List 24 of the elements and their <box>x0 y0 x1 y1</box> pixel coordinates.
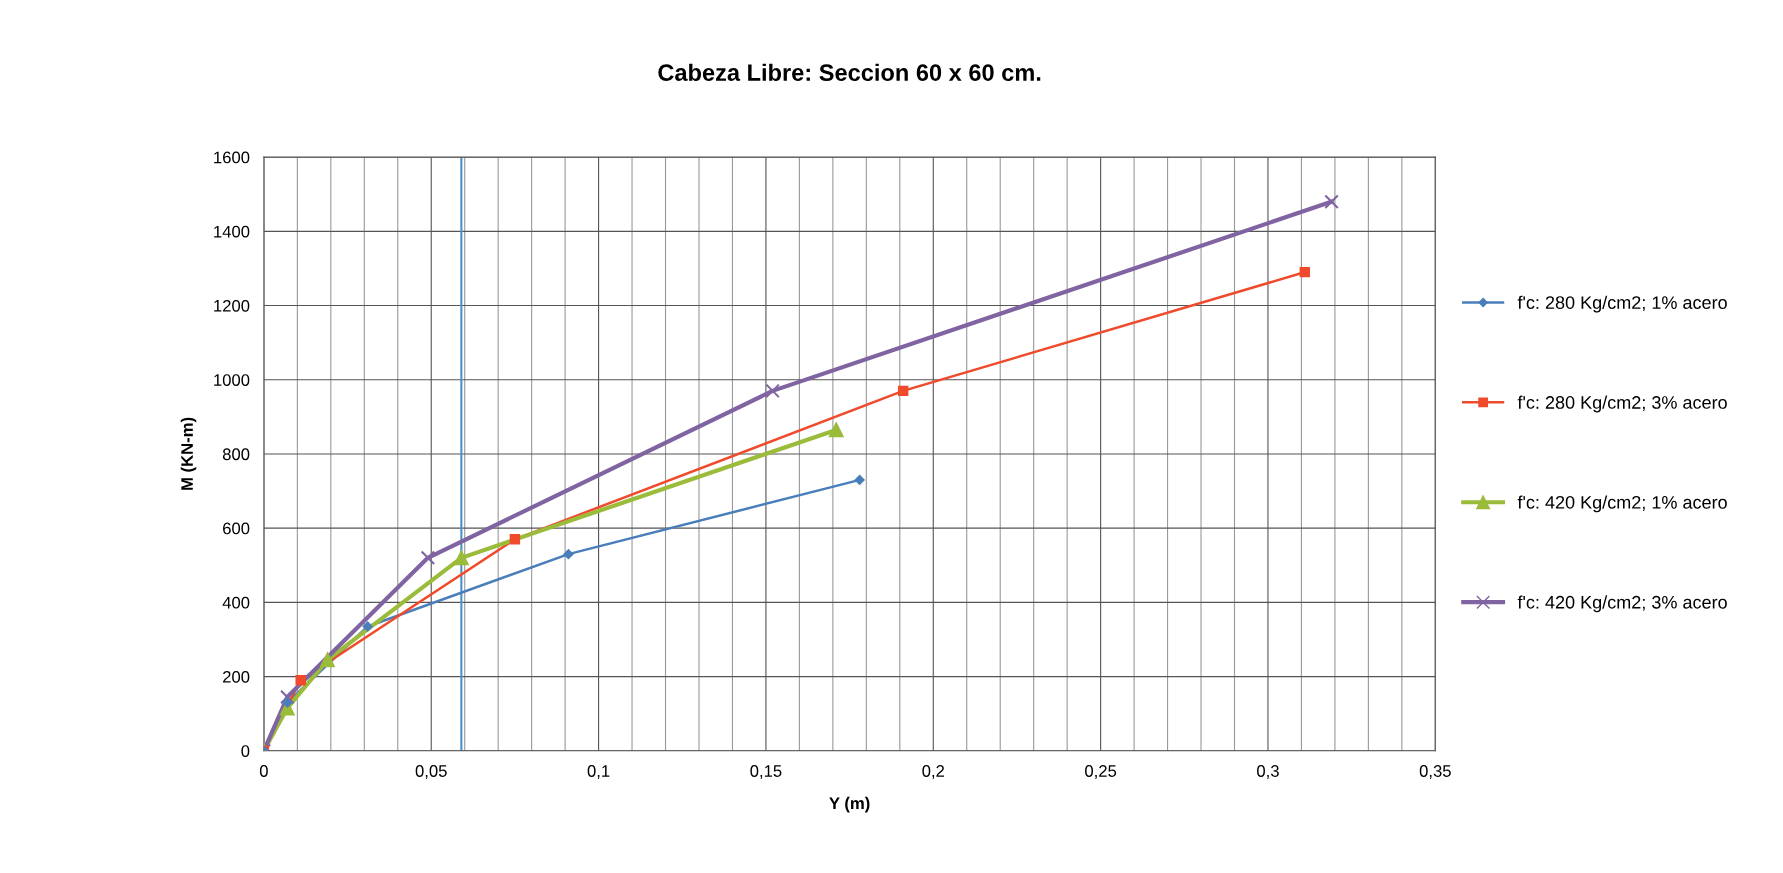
y-tick-label: 400 <box>222 596 250 609</box>
y-tick-label: 1000 <box>214 374 250 386</box>
y-tick-label: 1600 <box>214 151 250 164</box>
x-tick-label: 0,2 <box>922 765 945 779</box>
x-tick-label: 0,15 <box>750 765 782 779</box>
y-tick-label: 1400 <box>214 225 250 238</box>
legend-label: f'c: 420 Kg/cm2; 1% acero <box>1517 495 1727 513</box>
x-tick-label: 0,1 <box>587 765 610 779</box>
y-tick-label: 600 <box>223 522 250 535</box>
y-tick-label: 1200 <box>214 299 250 312</box>
legend-label: f'c: 420 Kg/cm2; 3% acero <box>1517 595 1727 613</box>
legend-label: f'c: 280 Kg/cm2; 1% acero <box>1517 295 1727 313</box>
x-tick-label: 0 <box>259 765 268 777</box>
x-axis-title: Y (m) <box>829 796 870 813</box>
x-tick-label: 0,3 <box>1257 765 1279 779</box>
y-tick-label: 800 <box>222 448 250 461</box>
y-tick-label: 0 <box>241 745 250 757</box>
y-axis-title: M (KN-m) <box>180 417 197 490</box>
x-tick-label: 0,35 <box>1419 765 1451 779</box>
y-tick-label: 200 <box>223 670 250 683</box>
x-tick-label: 0,25 <box>1085 765 1117 779</box>
chart-title: Cabeza Libre: Seccion 60 x 60 cm. <box>658 63 1041 81</box>
x-tick-label: 0,05 <box>415 765 447 779</box>
legend-label: f'c: 280 Kg/cm2; 3% acero <box>1517 395 1727 413</box>
